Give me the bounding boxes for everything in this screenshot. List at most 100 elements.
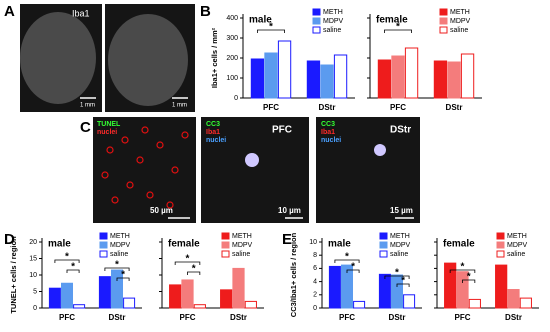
image-label: TUNEL — [97, 121, 121, 128]
panel-letter: A — [4, 3, 15, 20]
y-tick-label: 0 — [33, 305, 37, 312]
legend-swatch — [439, 17, 448, 25]
sig-star: * — [269, 22, 273, 33]
bar — [244, 300, 257, 309]
x-tick-label: PFC — [390, 103, 406, 112]
legend-label: METH — [390, 233, 410, 240]
legend-swatch — [99, 241, 108, 249]
y-tick-label: 100 — [226, 75, 238, 82]
y-tick-label: 2 — [313, 292, 317, 299]
tissue — [20, 12, 96, 104]
y-tick-label: 4 — [313, 278, 317, 285]
bar — [456, 271, 469, 309]
bar — [73, 304, 86, 309]
y-tick-label: 200 — [226, 55, 238, 62]
legend-swatch — [439, 8, 448, 16]
x-tick-label: PFC — [263, 103, 279, 112]
bar — [328, 265, 341, 309]
legend-label: MDPV — [323, 18, 344, 25]
sig-star: * — [65, 252, 69, 263]
bar — [181, 279, 194, 309]
chart-title: female — [376, 15, 408, 26]
sig-bracket — [66, 269, 80, 273]
bar — [519, 297, 532, 309]
y-tick-label: 400 — [226, 15, 238, 22]
legend-label: saline — [232, 251, 250, 258]
panel-letter: B — [200, 3, 211, 20]
bar — [404, 47, 419, 99]
chart-title: female — [443, 239, 475, 250]
legend-swatch — [379, 250, 388, 258]
bar — [61, 282, 73, 309]
cell — [374, 144, 386, 156]
legend-swatch — [312, 26, 321, 34]
bar — [353, 300, 366, 309]
sig-star: * — [121, 270, 125, 281]
chart-title: female — [168, 239, 200, 250]
bar — [193, 304, 206, 309]
legend-swatch — [312, 17, 321, 25]
x-tick-label: DStr — [230, 313, 247, 322]
legend-swatch — [99, 250, 108, 258]
sig-bracket — [257, 29, 285, 33]
y-axis-label: Iba1+ cells / mm² — [210, 27, 219, 88]
legend-swatch — [379, 232, 388, 240]
bar — [306, 60, 321, 99]
y-tick-label: 5 — [33, 288, 37, 295]
sig-star: * — [345, 252, 349, 263]
bar — [447, 61, 461, 99]
sig-star: * — [461, 262, 465, 273]
legend-swatch — [221, 250, 230, 258]
legend-label: MDPV — [507, 242, 528, 249]
bar — [123, 297, 136, 309]
bar — [220, 289, 233, 309]
sig-star: * — [192, 264, 196, 275]
bar — [507, 289, 520, 309]
sig-bracket — [334, 259, 360, 263]
x-tick-label: DStr — [109, 313, 126, 322]
image-label: nuclei — [206, 137, 226, 144]
image-label: Iba1 — [321, 129, 335, 136]
sig-star: * — [401, 276, 405, 287]
sig-bracket — [346, 269, 360, 273]
y-tick-label: 6 — [313, 265, 317, 272]
x-tick-label: PFC — [59, 313, 75, 322]
y-tick-label: 0 — [234, 95, 238, 102]
legend-label: saline — [450, 27, 468, 34]
image-label: PFC — [272, 125, 292, 136]
legend-label: MDPV — [390, 242, 411, 249]
x-tick-label: DStr — [319, 103, 336, 112]
legend-swatch — [439, 26, 448, 34]
bar — [460, 53, 475, 99]
bar — [48, 287, 61, 309]
bar — [468, 298, 481, 309]
x-tick-label: DStr — [446, 103, 463, 112]
bar — [495, 264, 508, 309]
y-axis-label: TUNEL+ cells / region — [9, 236, 18, 314]
nuclei-circles — [101, 126, 189, 209]
scale-label: 1 mm — [172, 103, 187, 109]
x-tick-label: DStr — [389, 313, 406, 322]
sig-star: * — [115, 260, 119, 271]
bar — [232, 267, 245, 309]
x-tick-label: PFC — [339, 313, 355, 322]
sig-bracket — [396, 283, 410, 287]
y-tick-label: 10 — [29, 272, 37, 279]
legend-label: MDPV — [450, 18, 471, 25]
micrograph — [93, 117, 196, 223]
bar — [391, 55, 405, 99]
legend-label: saline — [323, 27, 341, 34]
panel-letter: E — [282, 231, 292, 248]
x-tick-label: PFC — [180, 313, 196, 322]
scale-label: 50 µm — [150, 206, 173, 215]
bar — [333, 54, 348, 99]
legend-swatch — [496, 241, 505, 249]
bar — [169, 284, 182, 309]
legend-label: METH — [450, 9, 470, 16]
y-axis-label: CC3/Iba1+ cells / region — [289, 232, 298, 317]
legend-label: saline — [507, 251, 525, 258]
bar — [111, 269, 123, 309]
image-label: nuclei — [321, 137, 341, 144]
sig-bracket — [384, 275, 410, 279]
